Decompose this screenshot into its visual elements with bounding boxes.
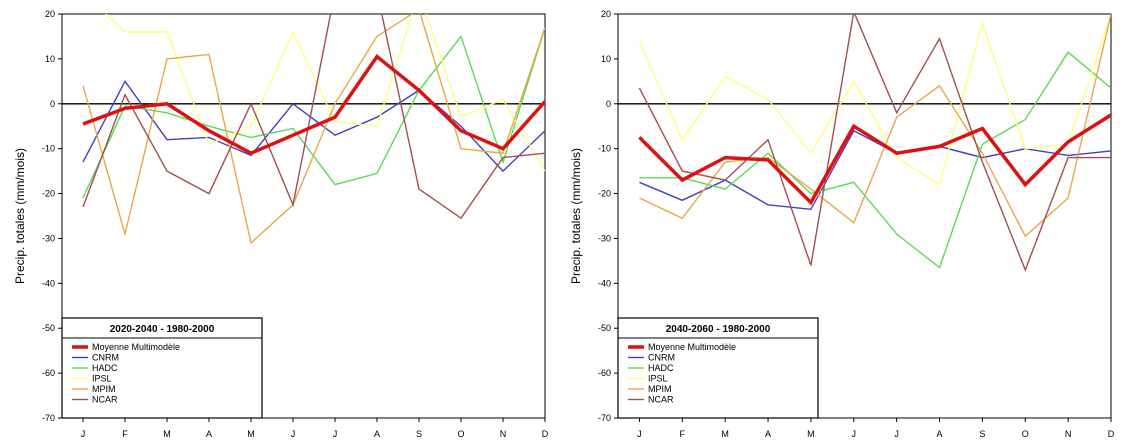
- y-tick-label: 10: [601, 54, 611, 64]
- y-tick-label: -50: [598, 323, 611, 333]
- chart-panel-2: 20 10 0 -10 -20 -30 -40 -50 -60 -70 J F M A M J J A S O N D Pr…: [569, 9, 1115, 439]
- x-tick-label: D: [1108, 429, 1115, 439]
- x-tick-label: O: [457, 429, 464, 439]
- legend-entry: IPSL: [92, 374, 112, 384]
- legend-box: [61, 317, 263, 419]
- legend-entry: NCAR: [648, 395, 674, 405]
- series-line-hadc: [639, 51, 1111, 269]
- y-tick-label: -10: [598, 144, 611, 154]
- x-tick-label: J: [852, 429, 857, 439]
- y-tick-label: -30: [598, 233, 611, 243]
- legend-entry: MPIM: [648, 384, 672, 394]
- y-tick-label: -60: [42, 368, 55, 378]
- legend-entry: Moyenne Multimodèle: [92, 342, 180, 352]
- y-tick-label: 10: [45, 54, 55, 64]
- y-tick-label: 20: [45, 9, 55, 19]
- y-tick-label: 0: [50, 99, 55, 109]
- x-tick-label: A: [937, 429, 943, 439]
- x-tick-label: S: [979, 429, 985, 439]
- x-tick-label: J: [637, 429, 642, 439]
- x-tick-label: N: [500, 429, 507, 439]
- x-tick-label: F: [680, 429, 686, 439]
- legend-entry: HADC: [648, 363, 674, 373]
- series-line-hadc: [82, 27, 545, 199]
- y-tick-label: -10: [42, 144, 55, 154]
- series-line-moyenne: [638, 113, 1111, 206]
- y-tick-label: -20: [598, 189, 611, 199]
- x-tick-label: J: [291, 429, 296, 439]
- x-tick-label: M: [163, 429, 171, 439]
- y-tick-label: -40: [42, 278, 55, 288]
- x-tick-label: S: [416, 429, 422, 439]
- y-axis-label: Precip. totales (mm/mois): [13, 148, 27, 284]
- plot-frame: [617, 13, 1112, 419]
- series-line-mpim: [82, 14, 545, 245]
- legend-entry: NCAR: [92, 395, 118, 405]
- x-tick-label: J: [894, 429, 899, 439]
- legend-title: 2040-2060 - 1980-2000: [666, 324, 771, 335]
- y-tick-label: -70: [42, 413, 55, 423]
- x-tick-label: A: [765, 429, 771, 439]
- series-line-mpim: [639, 14, 1111, 238]
- series-line-ncar: [82, 14, 545, 220]
- y-axis-label: Precip. totales (mm/mois): [569, 148, 583, 284]
- legend-entry: MPIM: [92, 384, 116, 394]
- x-tick-label: J: [81, 429, 86, 439]
- x-tick-label: M: [721, 429, 729, 439]
- x-tick-label: M: [807, 429, 815, 439]
- y-tick-label: 20: [601, 9, 611, 19]
- x-tick-label: N: [1065, 429, 1072, 439]
- y-tick-label: -60: [598, 368, 611, 378]
- legend-entry: Moyenne Multimodèle: [648, 342, 736, 352]
- y-tick-label: -50: [42, 323, 55, 333]
- series-line-ncar: [638, 14, 1111, 272]
- x-tick-label: J: [333, 429, 338, 439]
- series-line-ipsl: [105, 14, 545, 172]
- legend-title: 2020-2040 - 1980-2000: [110, 324, 215, 335]
- x-tick-label: D: [542, 429, 549, 439]
- legend-entry: CNRM: [648, 353, 675, 363]
- legend-box: [617, 317, 819, 419]
- y-tick-label: 0: [606, 99, 611, 109]
- series-line-moyenne: [82, 54, 545, 156]
- x-tick-label: A: [374, 429, 380, 439]
- series-line-cnrm: [639, 129, 1111, 211]
- legend-entry: CNRM: [92, 353, 119, 363]
- legend-entry: IPSL: [648, 374, 668, 384]
- y-tick-label: -20: [42, 189, 55, 199]
- legend-entry: HADC: [92, 363, 118, 373]
- legend: 2020-2040 - 1980-2000 Moyenne Multimodèle…: [61, 317, 263, 419]
- y-tick-label: -30: [42, 233, 55, 243]
- x-tick-label: M: [247, 429, 255, 439]
- chart-panel-1: 20 10 0 -10 -20 -30 -40 -50 -60 -70 J F M A M J J A S O N D Pr…: [13, 9, 549, 439]
- y-tick-label: -40: [598, 278, 611, 288]
- legend: 2040-2060 - 1980-2000 Moyenne Multimodèle…: [617, 317, 819, 419]
- plot-frame: [61, 13, 546, 419]
- series-line-ipsl: [638, 14, 1111, 186]
- y-tick-label: -70: [598, 413, 611, 423]
- x-tick-label: F: [122, 429, 128, 439]
- x-tick-label: O: [1022, 429, 1029, 439]
- x-tick-label: A: [206, 429, 212, 439]
